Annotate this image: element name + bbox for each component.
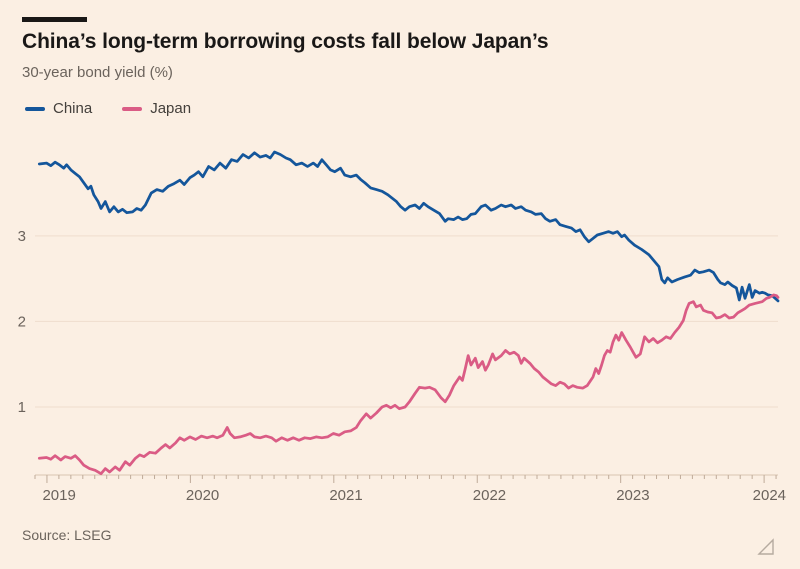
x-tick-label-2019: 2019: [42, 487, 75, 504]
chart-title: China’s long-term borrowing costs fall b…: [22, 30, 549, 53]
japan-line-swatch: [122, 106, 143, 111]
y-tick-label-3: 3: [18, 228, 26, 245]
y-tick-label-2: 2: [18, 313, 26, 330]
x-tick-label-2023: 2023: [616, 487, 649, 504]
title-accent-bar: [22, 17, 87, 22]
y-tick-label-1: 1: [18, 399, 26, 416]
legend-label-japan: Japan: [150, 100, 192, 117]
japan-line: [37, 293, 780, 476]
x-tick-label-2024: 2024: [753, 487, 786, 504]
x-tick-label-2021: 2021: [329, 487, 362, 504]
x-tick-label-2022: 2022: [473, 487, 506, 504]
resize-handle-icon[interactable]: [757, 538, 775, 556]
legend-label-china: China: [53, 100, 93, 117]
legend: China Japan: [25, 100, 191, 117]
legend-item-china: China: [25, 100, 92, 117]
x-tick-label-2020: 2020: [186, 487, 219, 504]
resize-handle-triangle: [757, 538, 774, 555]
chart-subtitle: 30-year bond yield (%): [22, 64, 173, 81]
china-line-swatch: [25, 106, 45, 111]
legend-item-japan: Japan: [122, 100, 191, 117]
source-label: Source: LSEG: [22, 527, 112, 543]
china-line: [37, 150, 780, 303]
